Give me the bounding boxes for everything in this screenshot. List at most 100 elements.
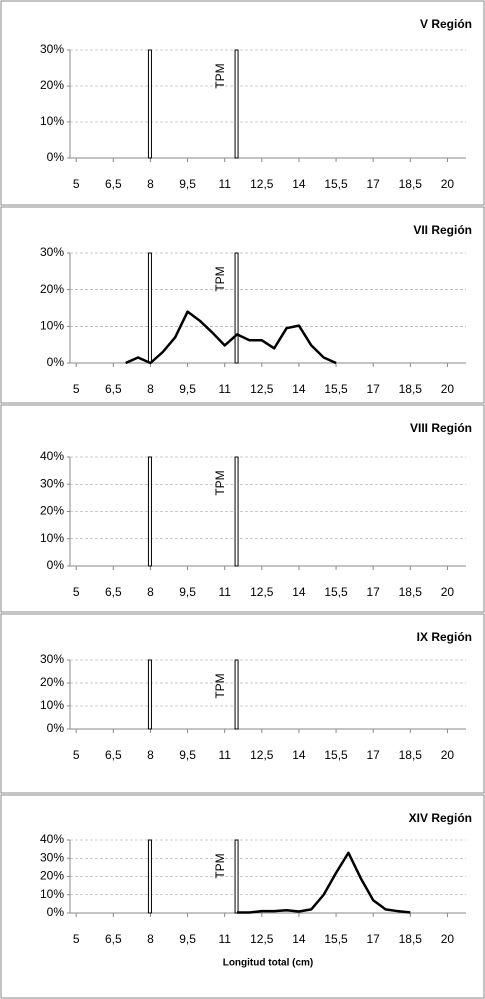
- x-tick-label: 8: [147, 748, 154, 762]
- panel-border: [0, 404, 485, 613]
- reference-label: TPM: [213, 63, 227, 88]
- x-tick-label: 18,5: [399, 585, 423, 599]
- x-tick-label: 12,5: [250, 585, 274, 599]
- x-tick-label: 11: [218, 177, 231, 191]
- x-tick-label: 9,5: [179, 748, 196, 762]
- x-tick-label: 14: [292, 748, 306, 762]
- x-tick-label: 18,5: [399, 932, 423, 946]
- y-tick-label: 10%: [40, 531, 64, 545]
- x-tick-label: 20: [441, 177, 455, 191]
- y-tick-label: 30%: [40, 476, 64, 490]
- x-tick-label: 17: [367, 932, 381, 946]
- x-tick-label: 15,5: [324, 748, 348, 762]
- x-tick-label: 20: [441, 932, 455, 946]
- y-tick-label: 0%: [47, 905, 65, 919]
- x-tick-label: 9,5: [179, 177, 196, 191]
- reference-line: [147, 456, 152, 567]
- x-tick-label: 6,5: [105, 932, 122, 946]
- x-tick-label: 9,5: [179, 382, 196, 396]
- x-tick-label: 15,5: [324, 932, 348, 946]
- reference-label: TPM: [213, 470, 227, 495]
- x-tick-label: 5: [73, 932, 80, 946]
- y-tick-label: 20%: [40, 675, 64, 689]
- reference-line: [234, 456, 239, 567]
- y-tick-label: 0%: [47, 558, 65, 572]
- x-tick-label: 18,5: [399, 382, 423, 396]
- x-tick-label: 12,5: [250, 177, 274, 191]
- x-tick-label: 8: [147, 932, 154, 946]
- chart-title: VII Región: [413, 223, 472, 237]
- reference-line: [234, 252, 239, 364]
- data-line: [237, 851, 411, 914]
- x-tick-label: 11: [218, 932, 231, 946]
- chart-title: IX Región: [417, 630, 472, 644]
- x-tick-label: 5: [73, 177, 80, 191]
- reference-line: [147, 659, 152, 730]
- x-tick-label: 15,5: [324, 585, 348, 599]
- x-tick-label: 8: [147, 177, 154, 191]
- x-tick-label: 6,5: [105, 585, 122, 599]
- reference-label: TPM: [213, 266, 227, 291]
- reference-line: [234, 49, 239, 159]
- reference-line: [147, 49, 152, 159]
- y-tick-label: 20%: [40, 869, 64, 883]
- y-tick-label: 0%: [47, 150, 65, 164]
- x-tick-label: 9,5: [179, 585, 196, 599]
- x-tick-label: 17: [367, 177, 381, 191]
- y-tick-label: 20%: [40, 78, 64, 92]
- x-tick-label: 12,5: [250, 748, 274, 762]
- x-tick-label: 5: [73, 382, 80, 396]
- x-tick-label: 15,5: [324, 382, 348, 396]
- chart-title: XIV Región: [409, 811, 472, 825]
- y-tick-label: 10%: [40, 114, 64, 128]
- y-tick-label: 30%: [40, 850, 64, 864]
- x-tick-label: 11: [218, 748, 231, 762]
- x-tick-label: 20: [441, 585, 455, 599]
- x-tick-label: 11: [218, 585, 231, 599]
- reference-line: [147, 252, 152, 364]
- x-tick-label: 14: [292, 382, 306, 396]
- y-tick-label: 30%: [40, 245, 64, 259]
- y-tick-label: 10%: [40, 319, 64, 333]
- y-tick-label: 30%: [40, 652, 64, 666]
- x-tick-label: 8: [147, 382, 154, 396]
- x-tick-label: 17: [367, 382, 381, 396]
- x-axis-title: Longitud total (cm): [223, 958, 314, 969]
- x-tick-label: 12,5: [250, 932, 274, 946]
- chart-title: VIII Región: [410, 421, 472, 435]
- panel-border: [0, 0, 485, 206]
- panel-border: [0, 613, 485, 794]
- x-tick-label: 6,5: [105, 382, 122, 396]
- y-tick-label: 30%: [40, 42, 64, 56]
- y-tick-label: 10%: [40, 887, 64, 901]
- panel-border: [0, 794, 485, 999]
- x-tick-label: 15,5: [324, 177, 348, 191]
- chart-title: V Región: [420, 17, 472, 31]
- y-tick-label: 20%: [40, 504, 64, 518]
- reference-label: TPM: [213, 853, 227, 878]
- x-tick-label: 18,5: [399, 177, 423, 191]
- x-tick-label: 18,5: [399, 748, 423, 762]
- reference-line: [234, 659, 239, 730]
- x-tick-label: 6,5: [105, 177, 122, 191]
- panel-border: [0, 206, 485, 404]
- reference-label: TPM: [213, 673, 227, 698]
- data-line: [125, 310, 337, 365]
- x-tick-label: 6,5: [105, 748, 122, 762]
- reference-line: [234, 839, 239, 914]
- x-tick-label: 5: [73, 585, 80, 599]
- y-tick-label: 0%: [47, 721, 65, 735]
- x-tick-label: 14: [292, 932, 306, 946]
- y-tick-label: 20%: [40, 282, 64, 296]
- y-tick-label: 40%: [40, 449, 64, 463]
- x-tick-label: 14: [292, 585, 306, 599]
- x-tick-label: 8: [147, 585, 154, 599]
- x-tick-label: 17: [367, 748, 381, 762]
- x-tick-label: 17: [367, 585, 381, 599]
- y-tick-label: 0%: [47, 355, 65, 369]
- x-tick-label: 5: [73, 748, 80, 762]
- y-tick-label: 10%: [40, 698, 64, 712]
- x-tick-label: 14: [292, 177, 306, 191]
